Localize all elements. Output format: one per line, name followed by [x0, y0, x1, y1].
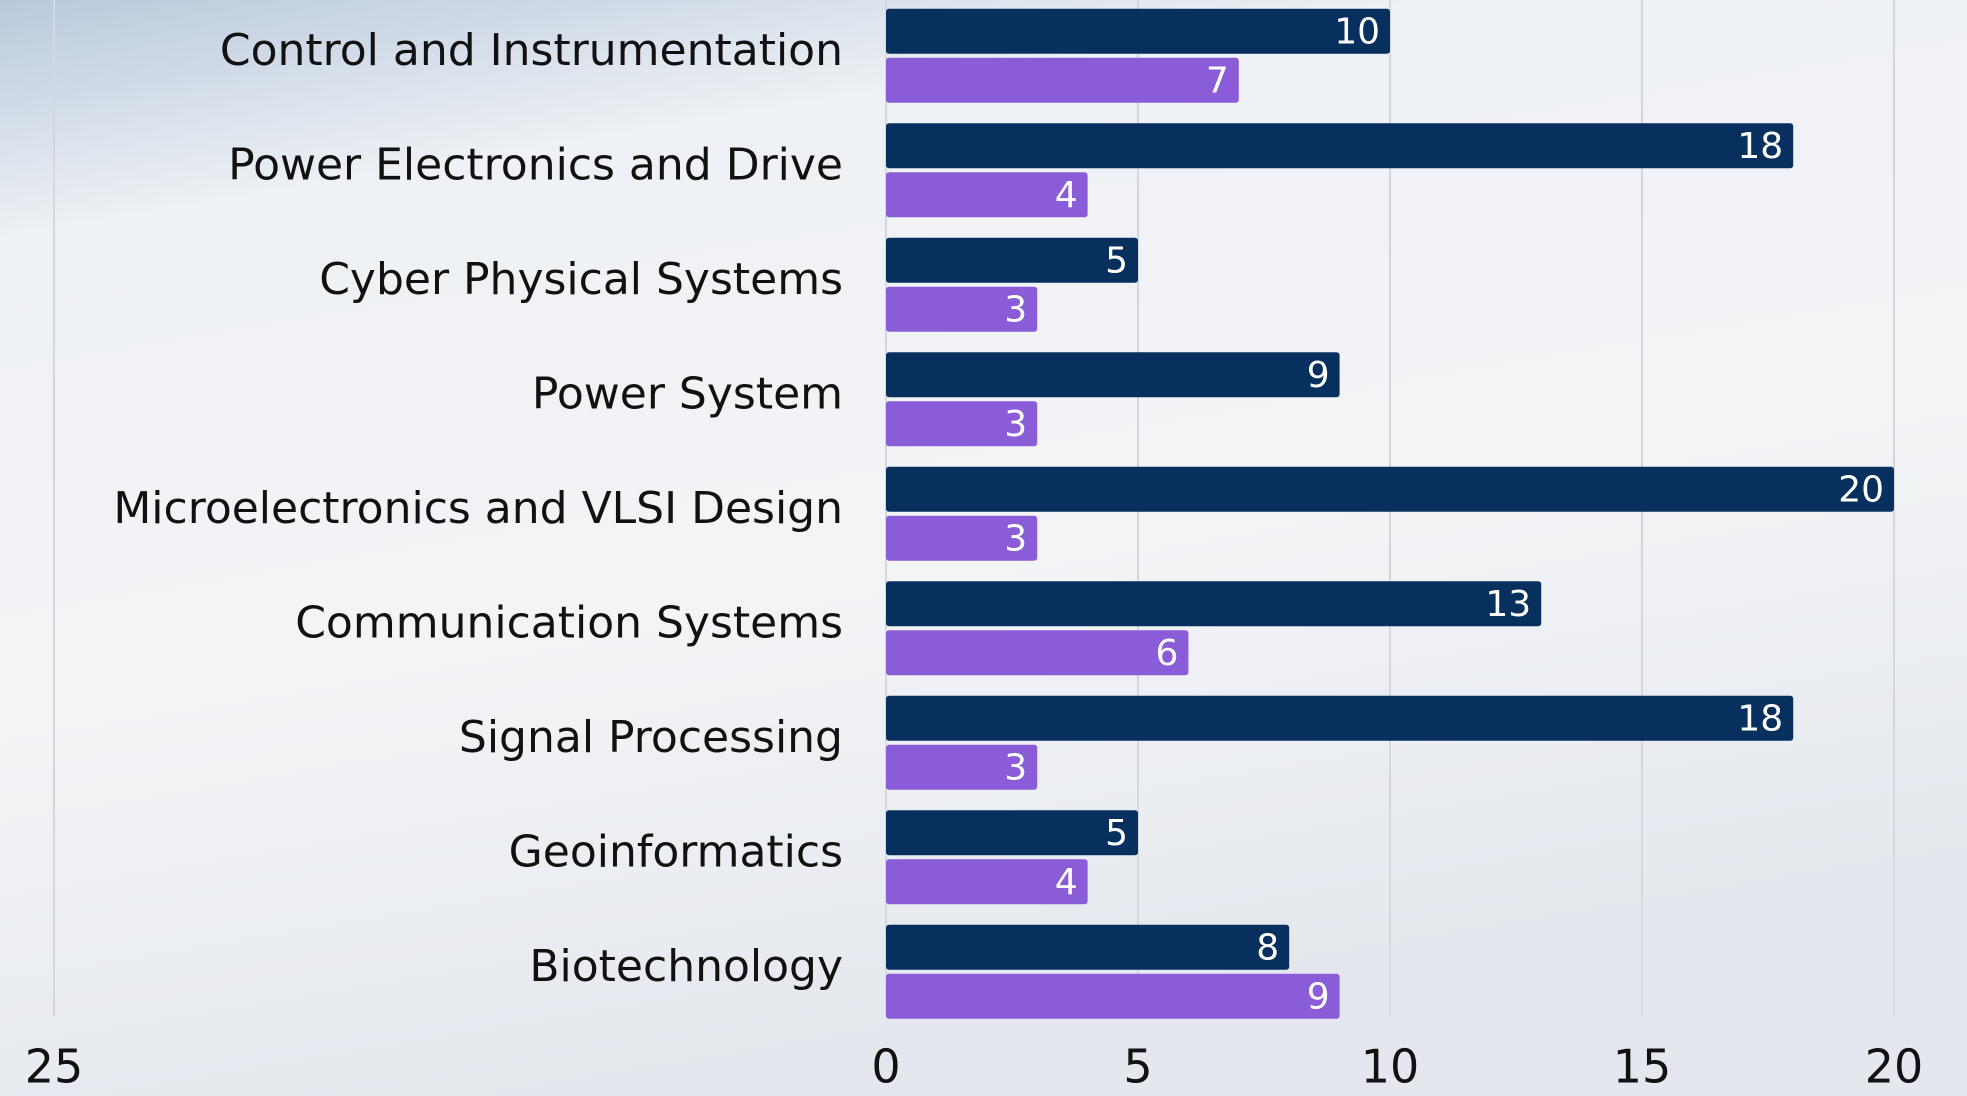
value-label: 3 — [1004, 289, 1027, 330]
value-label: 10 — [1334, 11, 1380, 52]
value-label: 4 — [1055, 175, 1078, 216]
category-label: Biotechnology — [529, 941, 843, 992]
annotation: 25 — [25, 1040, 84, 1094]
bar — [886, 515, 1038, 561]
category-label: Cyber Physical Systems — [319, 254, 843, 305]
bar — [886, 924, 1290, 970]
x-tick-label: 15 — [1613, 1040, 1672, 1094]
value-label: 3 — [1004, 518, 1027, 559]
x-tick-label: 0 — [871, 1040, 900, 1094]
category-label: Geoinformatics — [509, 826, 843, 877]
bar — [886, 172, 1088, 218]
value-label: 8 — [1256, 927, 1279, 968]
value-label: 18 — [1737, 126, 1783, 167]
bar — [886, 8, 1390, 54]
category-label: Power Electronics and Drive — [228, 139, 843, 190]
value-label: 4 — [1055, 862, 1078, 903]
value-label: 18 — [1737, 698, 1783, 739]
bar — [886, 401, 1038, 447]
value-label: 13 — [1485, 584, 1531, 625]
x-tick-label: 20 — [1865, 1040, 1924, 1094]
bar — [886, 237, 1138, 283]
value-label: 3 — [1004, 747, 1027, 788]
category-label: Microelectronics and VLSI Design — [113, 483, 843, 534]
value-label: 5 — [1105, 813, 1128, 854]
x-tick-label: 10 — [1361, 1040, 1420, 1094]
value-label: 9 — [1307, 976, 1330, 1017]
bar — [886, 581, 1542, 627]
bar — [886, 810, 1138, 856]
bar — [886, 630, 1189, 676]
category-label: Communication Systems — [295, 597, 843, 648]
bar — [886, 286, 1038, 332]
value-label: 20 — [1838, 469, 1884, 510]
bar — [886, 466, 1894, 512]
bar — [886, 352, 1340, 398]
category-label: Signal Processing — [459, 712, 843, 763]
bar — [886, 859, 1088, 905]
value-label: 5 — [1105, 240, 1128, 281]
bar — [886, 973, 1340, 1019]
bar — [886, 57, 1239, 103]
value-label: 3 — [1004, 404, 1027, 445]
value-label: 9 — [1307, 355, 1330, 396]
value-label: 7 — [1206, 60, 1229, 101]
value-label: 6 — [1155, 633, 1178, 674]
bar — [886, 744, 1038, 790]
bar — [886, 123, 1794, 169]
x-tick-label: 5 — [1123, 1040, 1152, 1094]
bar — [886, 695, 1794, 741]
category-label: Power System — [532, 368, 843, 419]
category-label: Control and Instrumentation — [220, 25, 843, 76]
